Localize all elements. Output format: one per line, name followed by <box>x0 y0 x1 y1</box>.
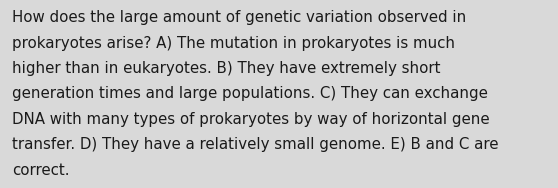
Text: generation times and large populations. C) They can exchange: generation times and large populations. … <box>12 86 488 102</box>
Text: correct.: correct. <box>12 163 70 178</box>
Text: DNA with many types of prokaryotes by way of horizontal gene: DNA with many types of prokaryotes by wa… <box>12 112 490 127</box>
Text: How does the large amount of genetic variation observed in: How does the large amount of genetic var… <box>12 10 466 25</box>
Text: transfer. D) They have a relatively small genome. E) B and C are: transfer. D) They have a relatively smal… <box>12 137 499 152</box>
Text: prokaryotes arise? A) The mutation in prokaryotes is much: prokaryotes arise? A) The mutation in pr… <box>12 36 455 51</box>
Text: higher than in eukaryotes. B) They have extremely short: higher than in eukaryotes. B) They have … <box>12 61 441 76</box>
